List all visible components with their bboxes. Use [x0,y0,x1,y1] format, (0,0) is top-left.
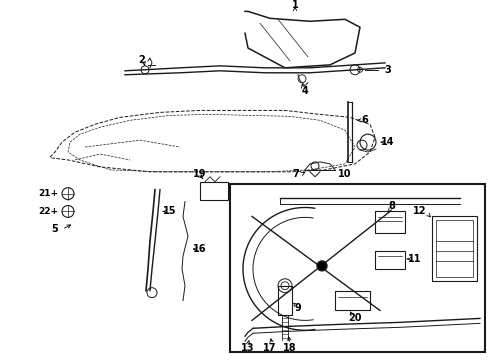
Text: 15: 15 [163,206,177,216]
Bar [436,220,473,277]
Bar [375,211,405,233]
Text: 21+: 21+ [38,189,58,198]
Text: 4: 4 [302,86,308,96]
Bar [230,184,485,352]
Text: 13: 13 [241,343,255,353]
Text: 8: 8 [389,202,395,211]
Text: 19: 19 [193,169,207,179]
Text: 12: 12 [413,206,427,216]
Text: 7: 7 [293,169,299,179]
Bar [432,216,477,281]
Text: 6: 6 [362,115,368,125]
Text: 14: 14 [381,137,395,147]
Text: 17: 17 [263,343,277,353]
Circle shape [317,261,327,271]
Bar [278,286,292,315]
Text: 16: 16 [193,244,207,254]
Text: 2: 2 [139,55,146,65]
Text: 9: 9 [294,303,301,314]
Text: 1: 1 [292,0,298,10]
Text: 18: 18 [283,343,297,353]
Text: 5: 5 [51,224,58,234]
Text: 3: 3 [385,65,392,75]
Text: 10: 10 [338,169,352,179]
Text: 11: 11 [408,254,422,264]
Bar [375,251,405,269]
Bar [200,182,228,199]
Text: 20: 20 [348,314,362,323]
Bar [335,291,370,310]
Text: 22+: 22+ [38,207,58,216]
